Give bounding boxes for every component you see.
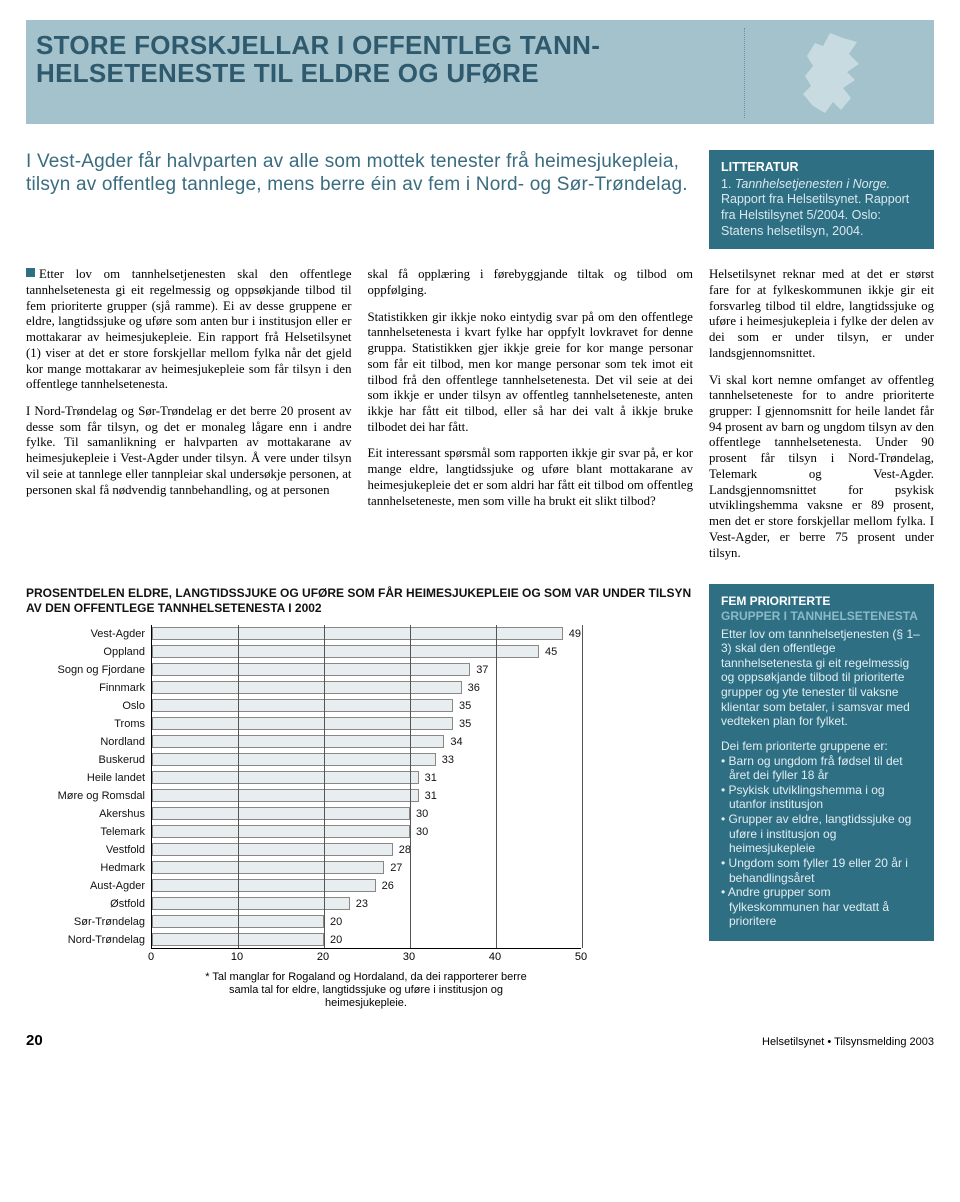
- chart-plot-area: 494537363535343331313030282726232020: [151, 625, 581, 949]
- literature-heading: LITTERATUR: [721, 160, 922, 176]
- chart-bar: [152, 645, 539, 658]
- chart-bar-value: 35: [459, 700, 471, 712]
- chart-title: PROSENTDELEN ELDRE, LANGTIDSSJUKE OG UFØ…: [26, 586, 693, 614]
- chart-bar: [152, 789, 419, 802]
- chart-category-label: Sogn og Fjordane: [58, 661, 145, 679]
- chart-category-label: Finnmark: [99, 679, 145, 697]
- page-number: 20: [26, 1032, 43, 1049]
- chart-x-tick: 30: [403, 951, 415, 963]
- page-title: STORE FORSKJELLAR I OFFENTLEG TANN- HELS…: [36, 28, 744, 118]
- title-banner: STORE FORSKJELLAR I OFFENTLEG TANN- HELS…: [26, 20, 934, 124]
- chart-category-label: Aust-Agder: [90, 877, 145, 895]
- sidebox-lead: Dei fem prioriterte gruppene er:: [721, 739, 922, 754]
- chart-bar: [152, 753, 436, 766]
- sidebox-list-item: • Ungdom som fyller 19 eller 20 år i beh…: [721, 856, 922, 885]
- chart-category-label: Telemark: [100, 823, 145, 841]
- bar-chart: PROSENTDELEN ELDRE, LANGTIDSSJUKE OG UFØ…: [26, 584, 693, 1010]
- chart-category-label: Oslo: [122, 697, 145, 715]
- chart-bar-value: 27: [390, 862, 402, 874]
- chart-category-label: Møre og Romsdal: [58, 787, 145, 805]
- chart-bar-value: 33: [442, 754, 454, 766]
- chart-bar-value: 37: [476, 664, 488, 676]
- chart-bar: [152, 879, 376, 892]
- intro-lede: I Vest-Agder får halvparten av alle som …: [26, 150, 689, 196]
- chart-bar: [152, 843, 393, 856]
- chart-category-label: Østfold: [110, 895, 145, 913]
- chart-bar: [152, 825, 410, 838]
- sidebox-list-item: • Andre grupper som fylkeskommunen har v…: [721, 885, 922, 929]
- chart-bar-value: 20: [330, 934, 342, 946]
- sidebox-list-item: • Barn og ungdom frå fødsel til det året…: [721, 754, 922, 783]
- bullet-square-icon: [26, 268, 35, 277]
- chart-bar-value: 31: [425, 772, 437, 784]
- chart-bar: [152, 807, 410, 820]
- chart-bar: [152, 717, 453, 730]
- chart-y-labels: Vest-AgderOpplandSogn og FjordaneFinnmar…: [26, 625, 151, 1011]
- chart-bar: [152, 627, 563, 640]
- chart-category-label: Vest-Agder: [91, 625, 145, 643]
- chart-category-label: Akershus: [99, 805, 145, 823]
- chart-bar: [152, 699, 453, 712]
- chart-category-label: Hedmark: [100, 859, 145, 877]
- chart-bar-value: 45: [545, 646, 557, 658]
- sidebox-heading-2: GRUPPER I TANNHELSETENESTA: [721, 609, 922, 624]
- chart-bar: [152, 897, 350, 910]
- chart-bar-value: 30: [416, 826, 428, 838]
- body-col-1: Etter lov om tannhelsetjenesten skal den…: [26, 267, 352, 572]
- chart-category-label: Troms: [114, 715, 145, 733]
- chart-x-tick: 40: [489, 951, 501, 963]
- sidebox-heading-1: FEM PRIORITERTE: [721, 594, 922, 609]
- chart-bar-value: 34: [450, 736, 462, 748]
- chart-x-tick: 10: [231, 951, 243, 963]
- chart-x-tick: 20: [317, 951, 329, 963]
- chart-category-label: Nord-Trøndelag: [68, 931, 145, 949]
- chart-bar: [152, 663, 470, 676]
- chart-bar: [152, 861, 384, 874]
- chart-x-tick: 0: [148, 951, 154, 963]
- map-graphic: [744, 28, 924, 118]
- sidebox-list-item: • Psykisk utviklingshemma i og utanfor i…: [721, 783, 922, 812]
- chart-bar-value: 30: [416, 808, 428, 820]
- chart-category-label: Sør-Trøndelag: [74, 913, 145, 931]
- chart-bar-value: 23: [356, 898, 368, 910]
- chart-bar: [152, 771, 419, 784]
- chart-x-axis: 01020304050: [151, 949, 581, 965]
- chart-category-label: Heile landet: [87, 769, 145, 787]
- chart-bar-value: 31: [425, 790, 437, 802]
- chart-bar: [152, 735, 444, 748]
- publication-name: Helsetilsynet • Tilsynsmelding 2003: [762, 1036, 934, 1048]
- chart-bar-value: 49: [569, 628, 581, 640]
- chart-category-label: Vestfold: [106, 841, 145, 859]
- sidebox-list-item: • Grupper av eldre, langtidssjuke og ufø…: [721, 812, 922, 856]
- sidebox-intro: Etter lov om tannhelsetjenesten (§ 1–3) …: [721, 627, 922, 729]
- chart-bar-value: 35: [459, 718, 471, 730]
- chart-category-label: Buskerud: [99, 751, 145, 769]
- chart-bar-value: 36: [468, 682, 480, 694]
- chart-bar: [152, 681, 462, 694]
- chart-category-label: Oppland: [103, 643, 145, 661]
- body-col-3: Helsetilsynet reknar med at det er størs…: [709, 267, 934, 572]
- priority-groups-box: FEM PRIORITERTE GRUPPER I TANNHELSETENES…: [709, 584, 934, 941]
- body-col-2: skal få opplæring i førebyggjande tiltak…: [368, 267, 694, 572]
- chart-bar-value: 20: [330, 916, 342, 928]
- chart-category-label: Nordland: [100, 733, 145, 751]
- literature-box: LITTERATUR 1. Tannhelsetjenesten i Norge…: [709, 150, 934, 249]
- chart-x-tick: 50: [575, 951, 587, 963]
- chart-footnote: * Tal manglar for Rogaland og Hordaland,…: [151, 971, 581, 1011]
- chart-bar-value: 26: [382, 880, 394, 892]
